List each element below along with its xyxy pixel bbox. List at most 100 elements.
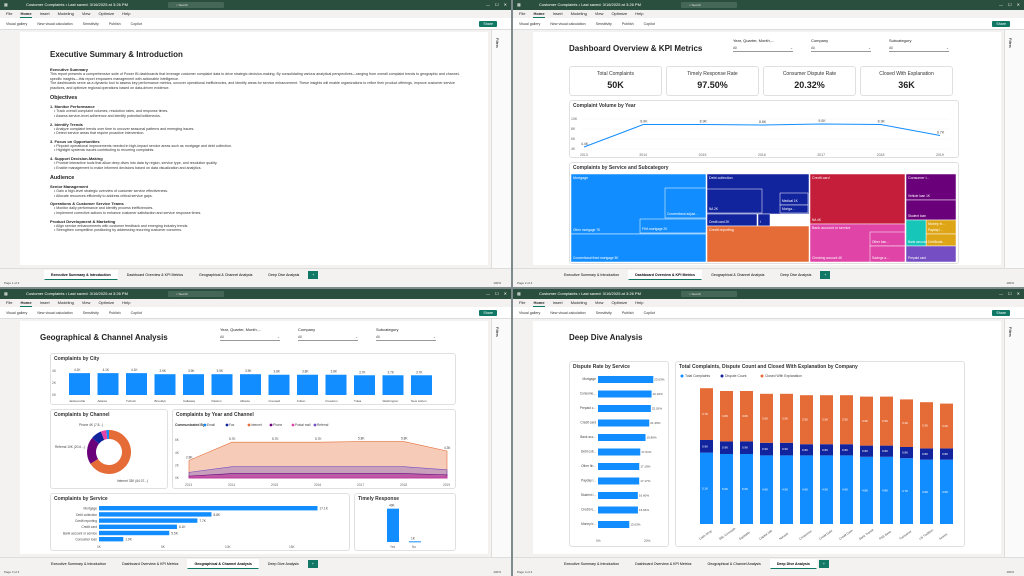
filters-pane-toggle[interactable]: Filters bbox=[495, 327, 499, 337]
tab-page-4[interactable]: Deep Dive Analysis bbox=[780, 272, 812, 277]
ribbon-copilot[interactable]: Copilot bbox=[643, 311, 655, 315]
tab-page-4[interactable]: Deep Dive Analysis bbox=[769, 558, 817, 569]
menu-insert[interactable]: Insert bbox=[39, 11, 50, 16]
menu-home[interactable]: Home bbox=[20, 11, 32, 18]
tab-page-1[interactable]: Executive Summary & Introduction bbox=[564, 272, 620, 277]
slicer-2[interactable]: Subcategory All ⌄ bbox=[376, 327, 436, 341]
menu-modeling[interactable]: Modeling bbox=[57, 300, 74, 305]
ribbon-publish[interactable]: Publish bbox=[108, 311, 121, 315]
menu-optimize[interactable]: Optimize bbox=[611, 11, 628, 16]
ribbon-publish[interactable]: Publish bbox=[108, 22, 121, 26]
slicer-0[interactable]: Year, Quarter, Month,... All ⌄ bbox=[733, 38, 793, 52]
maximize-button[interactable]: ☐ bbox=[1008, 291, 1012, 296]
tab-page-2[interactable]: Dashboard Overview & KPI Metrics bbox=[126, 272, 184, 277]
close-button[interactable]: ✕ bbox=[1016, 291, 1020, 296]
tab-page-3[interactable]: Geographical & Channel Analysis bbox=[199, 272, 253, 277]
share-button[interactable]: Share bbox=[479, 21, 497, 27]
menu-modeling[interactable]: Modeling bbox=[570, 300, 587, 305]
ribbon-new-visual-calculation[interactable]: New visual calculation bbox=[37, 22, 73, 26]
tab-page-2[interactable]: Dashboard Overview & KPI Metrics bbox=[122, 561, 179, 566]
ribbon-visual-gallery[interactable]: Visual gallery bbox=[6, 311, 28, 315]
zoom-level[interactable]: 100% bbox=[1006, 281, 1014, 285]
menu-home[interactable]: Home bbox=[533, 11, 545, 18]
line-chart-card[interactable]: Complaint Volume by Year 4K 6K 8K 10K 4.4K 201… bbox=[569, 100, 959, 158]
search-box[interactable]: ⌕ Search bbox=[681, 2, 737, 8]
ribbon-visual-gallery[interactable]: Visual gallery bbox=[6, 22, 28, 26]
slicer-1[interactable]: Company All ⌄ bbox=[298, 327, 358, 341]
filters-pane-toggle[interactable]: Filters bbox=[1008, 38, 1012, 48]
minimize-button[interactable]: — bbox=[999, 291, 1004, 296]
ribbon-new-visual-calculation[interactable]: New visual calculation bbox=[550, 311, 586, 315]
maximize-button[interactable]: ☐ bbox=[495, 291, 499, 296]
menu-modeling[interactable]: Modeling bbox=[570, 11, 587, 16]
kpi-card[interactable]: Timely Response Rate 97.50% bbox=[666, 66, 759, 96]
minimize-button[interactable]: — bbox=[486, 291, 491, 296]
close-button[interactable]: ✕ bbox=[1016, 2, 1020, 7]
menu-view[interactable]: View bbox=[594, 11, 604, 16]
menu-help[interactable]: Help bbox=[122, 11, 131, 16]
add-page-button[interactable]: + bbox=[307, 559, 318, 568]
menu-home[interactable]: Home bbox=[533, 300, 545, 307]
zoom-level[interactable]: 100% bbox=[493, 281, 501, 285]
minimize-button[interactable]: — bbox=[999, 2, 1004, 7]
ribbon-copilot[interactable]: Copilot bbox=[643, 22, 655, 26]
ribbon-copilot[interactable]: Copilot bbox=[130, 22, 142, 26]
add-page-button[interactable]: + bbox=[818, 559, 829, 568]
menu-file[interactable]: File bbox=[6, 300, 13, 305]
slicer-1[interactable]: Company All ⌄ bbox=[811, 38, 871, 52]
slicer-0[interactable]: Year, Quarter, Month,... All ⌄ bbox=[220, 327, 280, 341]
menu-insert[interactable]: Insert bbox=[552, 300, 563, 305]
city-chart-card[interactable]: Complaints by City 0K 2K 4K 4.1K Jacksonville… bbox=[50, 353, 456, 405]
tab-page-1[interactable]: Executive Summary & Introduction bbox=[44, 269, 118, 280]
ribbon-copilot[interactable]: Copilot bbox=[130, 311, 142, 315]
slicer-dropdown[interactable]: All ⌄ bbox=[376, 335, 436, 341]
tab-page-2[interactable]: Dashboard Overview & KPI Metrics bbox=[635, 561, 692, 566]
ribbon-visual-gallery[interactable]: Visual gallery bbox=[519, 22, 541, 26]
menu-help[interactable]: Help bbox=[635, 11, 644, 16]
ribbon-new-visual-calculation[interactable]: New visual calculation bbox=[550, 22, 586, 26]
menu-help[interactable]: Help bbox=[122, 300, 131, 305]
menu-view[interactable]: View bbox=[594, 300, 604, 305]
slicer-2[interactable]: Subcategory All ⌄ bbox=[889, 38, 949, 52]
minimize-button[interactable]: — bbox=[486, 2, 491, 7]
menu-optimize[interactable]: Optimize bbox=[98, 300, 115, 305]
menu-view[interactable]: View bbox=[81, 300, 91, 305]
share-button[interactable]: Share bbox=[479, 310, 497, 316]
menu-file[interactable]: File bbox=[519, 300, 526, 305]
menu-file[interactable]: File bbox=[6, 11, 13, 16]
zoom-level[interactable]: 100% bbox=[1006, 570, 1014, 574]
ribbon-sensitivity[interactable]: Sensitivity bbox=[82, 22, 99, 26]
search-box[interactable]: ⌕ Search bbox=[168, 291, 224, 297]
tab-page-2[interactable]: Dashboard Overview & KPI Metrics bbox=[628, 269, 703, 280]
year-channel-card[interactable]: Complaints by Year and Channel Communicat… bbox=[172, 409, 456, 489]
menu-optimize[interactable]: Optimize bbox=[98, 11, 115, 16]
slicer-dropdown[interactable]: All ⌄ bbox=[220, 335, 280, 341]
zoom-level[interactable]: 100% bbox=[493, 570, 501, 574]
kpi-card[interactable]: Total Complaints 50K bbox=[569, 66, 662, 96]
ribbon-publish[interactable]: Publish bbox=[621, 311, 634, 315]
filters-pane-toggle[interactable]: Filters bbox=[1008, 327, 1012, 337]
tab-page-4[interactable]: Deep Dive Analysis bbox=[267, 561, 299, 566]
slicer-dropdown[interactable]: All ⌄ bbox=[733, 46, 793, 52]
menu-view[interactable]: View bbox=[81, 11, 91, 16]
slicer-dropdown[interactable]: All ⌄ bbox=[298, 335, 358, 341]
kpi-card[interactable]: Closed With Explanation 36K bbox=[860, 66, 953, 96]
filters-pane-toggle[interactable]: Filters bbox=[495, 38, 499, 48]
tab-page-1[interactable]: Executive Summary & Introduction bbox=[51, 561, 107, 566]
menu-insert[interactable]: Insert bbox=[39, 300, 50, 305]
menu-insert[interactable]: Insert bbox=[552, 11, 563, 16]
ribbon-new-visual-calculation[interactable]: New visual calculation bbox=[37, 311, 73, 315]
slicer-dropdown[interactable]: All ⌄ bbox=[889, 46, 949, 52]
kpi-card[interactable]: Consumer Dispute Rate 20.32% bbox=[763, 66, 856, 96]
add-page-button[interactable]: + bbox=[820, 270, 831, 279]
treemap-card[interactable]: Complaints by Service and Subcategory Mor… bbox=[569, 162, 959, 264]
channel-chart-card[interactable]: Complaints by Channel Phone 4K (7.8...) Re… bbox=[50, 409, 168, 489]
menu-optimize[interactable]: Optimize bbox=[611, 300, 628, 305]
share-button[interactable]: Share bbox=[992, 21, 1010, 27]
dispute-rate-card[interactable]: Dispute Rate by Service Mortgage 23.03% Con… bbox=[569, 361, 669, 547]
service-chart-card[interactable]: Complaints by Service Mortgage 17.1K Debt c… bbox=[50, 493, 350, 551]
search-box[interactable]: ⌕ Search bbox=[168, 2, 224, 8]
menu-home[interactable]: Home bbox=[20, 300, 32, 307]
ribbon-sensitivity[interactable]: Sensitivity bbox=[82, 311, 99, 315]
tab-page-3[interactable]: Geographical & Channel Analysis bbox=[707, 561, 761, 566]
